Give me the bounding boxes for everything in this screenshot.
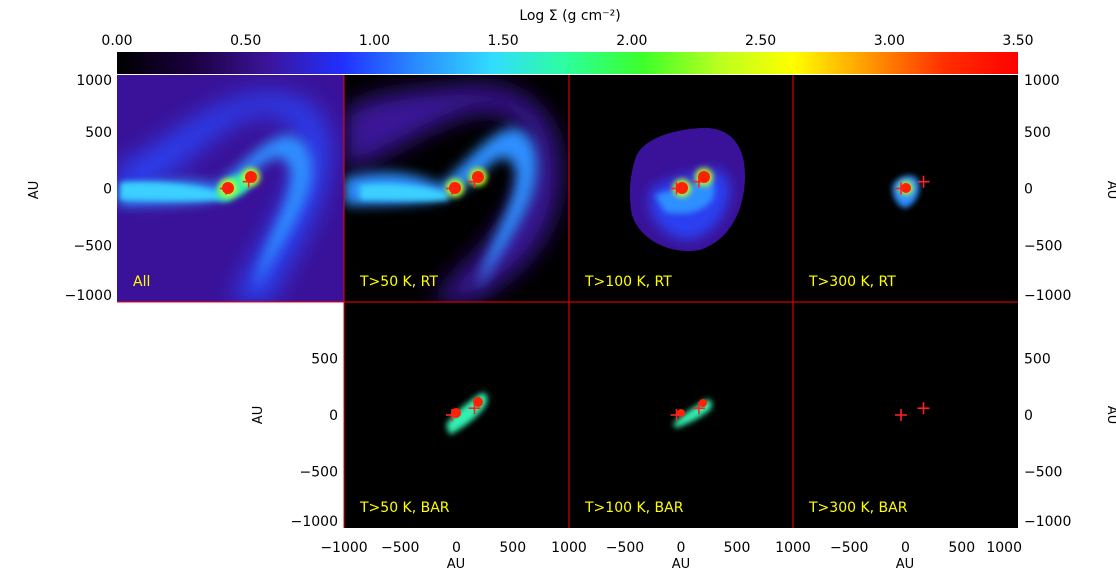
colorbar-tick-label: 1.00 (359, 33, 390, 49)
y-tick-label: −500 (74, 238, 112, 254)
y-tick-label: 0 (1024, 408, 1033, 424)
x-tick-label: 500 (724, 540, 751, 556)
panel-label: T>50 K, RT (359, 274, 438, 290)
colorbar-tick-label: 2.00 (616, 33, 647, 49)
x-tick-label: −500 (606, 540, 644, 556)
y-axis-label-top-left: AU (27, 181, 42, 199)
y-tick-label: −500 (300, 465, 338, 481)
y-tick-label: 500 (1024, 352, 1051, 368)
y-tick-label: −1000 (65, 288, 112, 304)
y-tick-label: 1000 (1024, 73, 1060, 89)
y-tick-label: 500 (311, 352, 338, 368)
colorbar-tick-label: 3.00 (874, 33, 905, 49)
y-tick-label: −1000 (1024, 514, 1071, 530)
y-tick-label: 1000 (76, 73, 112, 89)
colorbar-tick-label: 0.50 (230, 33, 261, 49)
panel-label: All (133, 274, 150, 290)
x-tick-label: −500 (830, 540, 868, 556)
x-axis-label-col3: AU (896, 557, 914, 572)
y-tick-label: −1000 (291, 514, 338, 530)
x-tick-label: 1000 (775, 540, 811, 556)
panel-label: T>300 K, RT (808, 274, 896, 290)
colorbar (117, 52, 1018, 74)
y-tick-label: 0 (1024, 182, 1033, 198)
panel-label: T>100 K, RT (584, 274, 672, 290)
y-tick-label: 500 (1024, 125, 1051, 141)
colorbar-tick-label: 2.50 (745, 33, 776, 49)
x-tick-label: −1000 (320, 540, 367, 556)
x-tick-label: 0 (452, 540, 461, 556)
x-tick-label: 500 (948, 540, 975, 556)
y-tick-label: 0 (103, 182, 112, 198)
colorbar-title: Log Σ (g cm⁻²) (519, 8, 620, 24)
y-axis-label-bottom-left: AU (251, 406, 266, 424)
x-tick-label: 1000 (551, 540, 587, 556)
colorbar-tick-label: 0.00 (101, 33, 132, 49)
panel-label: T>50 K, BAR (359, 500, 450, 516)
x-tick-label: −500 (381, 540, 419, 556)
x-tick-label: 0 (901, 540, 910, 556)
y-axis-label-top-right: AU (1104, 181, 1116, 199)
y-tick-label: −500 (1024, 465, 1062, 481)
colorbar-tick-label: 3.50 (1002, 33, 1033, 49)
colorbar-ticks: 0.00 0.50 1.00 1.50 2.00 2.50 3.00 3.50 (101, 33, 1033, 49)
panel-label: T>300 K, BAR (808, 500, 908, 516)
colorbar-tick-label: 1.50 (488, 33, 519, 49)
panel-label: T>100 K, BAR (584, 500, 684, 516)
x-axis-label-col2: AU (672, 557, 690, 572)
x-axis-label-col1: AU (447, 557, 465, 572)
y-axis-label-bottom-right: AU (1104, 406, 1116, 424)
y-tick-label: 0 (329, 408, 338, 424)
x-tick-label: 500 (499, 540, 526, 556)
y-tick-label: −500 (1024, 238, 1062, 254)
y-tick-label: −1000 (1024, 288, 1071, 304)
x-tick-label: 0 (677, 540, 686, 556)
x-tick-label: 1000 (986, 540, 1022, 556)
y-tick-label: 500 (85, 125, 112, 141)
